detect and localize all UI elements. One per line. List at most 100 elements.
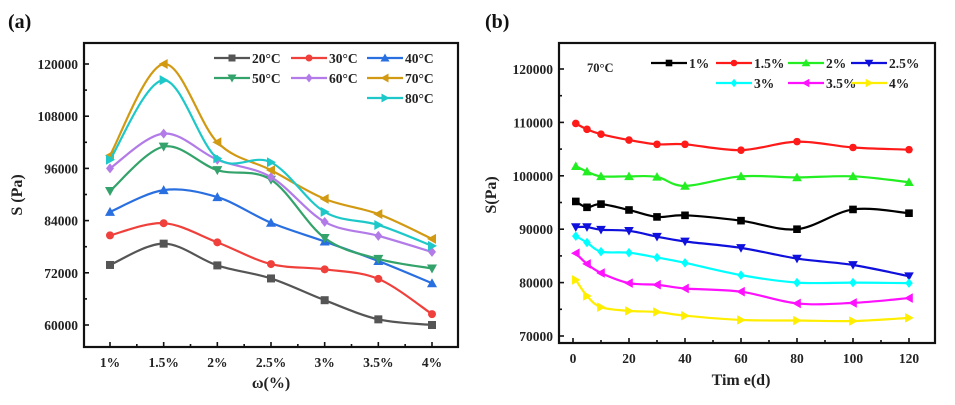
plot-area-a <box>105 59 437 329</box>
legend-marker <box>305 54 313 62</box>
series-15pct-b <box>572 119 913 154</box>
legend-label: 70°C <box>405 71 434 86</box>
series-80C-a <box>106 75 437 251</box>
legend-item: 40°C <box>367 51 434 66</box>
data-point <box>159 128 168 139</box>
data-point <box>681 310 690 321</box>
data-point <box>427 233 436 244</box>
y-tick-label: 90000 <box>519 222 553 237</box>
legend-marker <box>665 59 673 67</box>
data-point <box>320 265 329 274</box>
x-tick-label: 2% <box>207 355 227 370</box>
x-tick-label: 20 <box>622 351 636 366</box>
series-line <box>575 225 910 278</box>
data-point <box>266 217 276 227</box>
legend-item: 80°C <box>367 91 434 106</box>
data-point <box>596 268 605 278</box>
data-point <box>572 197 580 206</box>
legend-marker <box>865 78 874 88</box>
data-point <box>848 261 858 270</box>
data-point <box>213 261 222 270</box>
legend-label: 4% <box>889 76 909 91</box>
data-point <box>624 278 633 288</box>
data-point <box>652 232 662 242</box>
legend-marker <box>227 74 237 83</box>
data-point <box>158 142 169 152</box>
data-point <box>267 172 275 183</box>
series-line <box>109 132 433 253</box>
y-axis-title-a: S (Pa) <box>9 174 26 215</box>
data-point <box>374 274 383 283</box>
legend-marker <box>228 54 236 62</box>
data-point <box>652 172 662 181</box>
x-tick-label: 0 <box>570 351 577 366</box>
data-point <box>680 181 690 190</box>
legend-label: 3% <box>754 76 774 91</box>
data-point <box>212 137 222 148</box>
y-tick-label: 80000 <box>519 276 553 291</box>
legend-b: 1% 1.5% 2% 2.5% 3% 3.5% 4% <box>651 56 919 91</box>
data-point <box>374 315 383 324</box>
data-point <box>653 140 661 149</box>
data-point <box>213 238 222 247</box>
data-point <box>793 315 802 326</box>
data-point <box>158 59 168 69</box>
legend-item: 70°C <box>367 71 434 86</box>
data-point <box>572 119 580 128</box>
x-tick-label: 3% <box>315 355 335 370</box>
series-20C-a <box>106 239 436 329</box>
data-point <box>624 227 634 236</box>
legend-item: 30°C <box>291 51 358 66</box>
data-point <box>374 230 383 241</box>
data-point <box>849 316 858 326</box>
data-point <box>572 275 581 285</box>
data-point <box>904 272 914 281</box>
data-point <box>793 225 801 233</box>
data-point <box>905 278 913 288</box>
data-point <box>106 260 114 269</box>
data-point <box>681 211 689 220</box>
legend-marker <box>381 93 390 103</box>
x-tick-label: 2.5% <box>256 355 286 370</box>
data-point <box>106 163 114 174</box>
x-tick-label: 60 <box>734 351 748 366</box>
legend-marker <box>730 59 738 67</box>
x-tick-label: 4% <box>422 355 442 370</box>
data-point <box>736 286 745 297</box>
legend-item: 2% <box>788 56 846 71</box>
x-ticks-a: 1% 1.5% 2% 2.5% 3% 3.5% 4% <box>100 342 442 370</box>
data-point <box>625 206 633 214</box>
data-point <box>624 171 634 181</box>
data-point <box>428 240 437 251</box>
data-point <box>653 307 662 317</box>
data-point <box>106 231 114 240</box>
series-1pct-b <box>572 197 913 233</box>
data-point <box>597 200 605 208</box>
y-tick-label: 100000 <box>513 169 554 184</box>
panel-label-b: (b) <box>485 11 509 33</box>
plot-frame-b <box>557 41 937 345</box>
data-point <box>212 166 223 176</box>
data-point <box>159 75 169 86</box>
data-point <box>904 293 913 303</box>
plot-frame-a <box>82 41 460 349</box>
y-tick-label: 110000 <box>513 115 553 130</box>
data-point <box>319 193 329 204</box>
data-point <box>213 153 223 164</box>
data-point <box>320 216 329 227</box>
x-tick-label: 1.5% <box>148 355 178 370</box>
data-point <box>904 177 914 187</box>
legend-item: 50°C <box>214 71 281 86</box>
x-tick-label: 40 <box>678 351 692 366</box>
x-axis-title-b: Tim e(d) <box>712 372 771 389</box>
data-point <box>597 130 605 138</box>
series-line <box>575 252 910 306</box>
data-point <box>737 146 745 154</box>
data-point <box>571 161 581 170</box>
data-point <box>596 171 606 181</box>
legend-item: 3% <box>716 76 774 91</box>
data-point <box>625 306 634 316</box>
data-point <box>849 277 857 288</box>
legend-marker <box>305 73 313 83</box>
data-point <box>849 143 857 152</box>
